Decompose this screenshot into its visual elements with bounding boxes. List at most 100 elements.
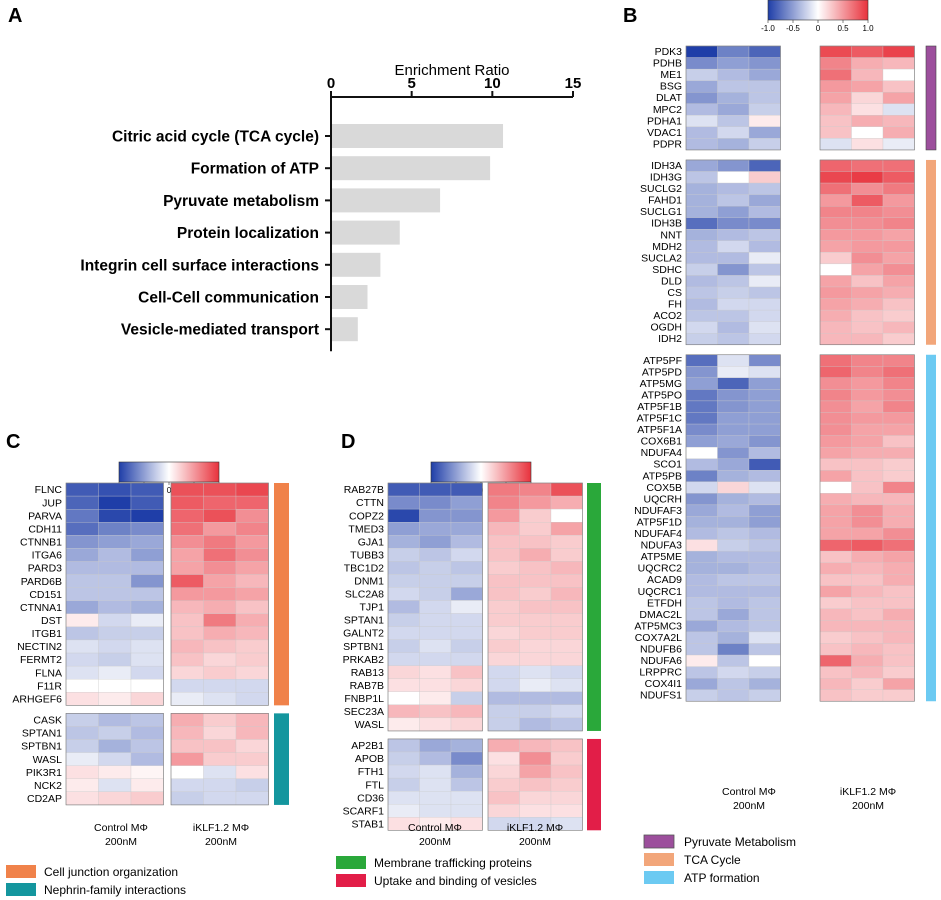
heatmap-cell [450, 738, 483, 753]
heatmap-cell [882, 643, 915, 656]
legend-swatch-tca [644, 853, 674, 866]
heatmap-cell [487, 613, 520, 627]
heatmap-cell [387, 804, 420, 818]
heatmap-cell [170, 679, 204, 693]
heatmap-cell [387, 764, 420, 779]
heatmap-cell [65, 652, 99, 667]
heatmap-cell [851, 412, 884, 425]
heatmap-cell [717, 92, 750, 104]
gene-label: IDH2 [658, 333, 682, 345]
bar [332, 285, 368, 309]
heatmap-cell [882, 423, 915, 436]
heatmap-cell [819, 138, 852, 151]
heatmap-cell [685, 481, 718, 494]
heatmap-cell [203, 522, 237, 536]
gene-label: APOB [355, 753, 384, 765]
condition-dose-control-d: 200nM [419, 836, 451, 848]
heatmap-cell [748, 412, 781, 425]
heatmap-cell [851, 45, 884, 58]
heatmap-cell [519, 704, 552, 719]
heatmap-cell [130, 482, 164, 497]
heatmap-cell [717, 103, 750, 116]
heatmap-cell [130, 626, 164, 641]
panel-label-d: D [341, 431, 355, 453]
heatmap-cell [851, 493, 884, 506]
heatmap-cell [882, 654, 915, 667]
heatmap-cell [882, 138, 915, 151]
heatmap-cell [387, 600, 420, 614]
heatmap-cell [819, 115, 852, 128]
heatmap-cell [819, 608, 852, 621]
heatmap-cell [387, 482, 420, 497]
heatmap-cell [487, 574, 520, 588]
gene-label: COX5B [646, 482, 682, 494]
heatmap-cell [450, 613, 483, 627]
heatmap-cell [65, 791, 99, 806]
heatmap-cell [819, 643, 852, 656]
category-label: Cell-Cell communication [138, 290, 319, 307]
heatmap-cell [550, 804, 583, 818]
heatmap-cell [65, 548, 99, 562]
heatmap-cell [235, 535, 269, 549]
heatmap-cell [748, 597, 781, 609]
heatmap-cell [550, 561, 583, 575]
heatmap-cell [748, 45, 781, 58]
colorbar-tick-label: 0.5 [837, 24, 849, 33]
gene-label: ATP5F1B [637, 401, 682, 413]
heatmap-cell [98, 739, 132, 753]
heatmap-cell [550, 626, 583, 640]
gene-label: NDUFA4 [641, 447, 683, 459]
heatmap-cell [419, 751, 452, 766]
heatmap-cell [717, 354, 750, 367]
heatmap-block [819, 45, 915, 151]
heatmap-cell [65, 613, 99, 628]
colorbar-gradient [767, 0, 869, 21]
heatmap-cell [450, 535, 483, 549]
heatmap-cell [851, 608, 884, 621]
heatmap-cell [685, 470, 718, 482]
heatmap-cell [819, 263, 852, 276]
colorbar-tick-label: 0 [167, 486, 172, 495]
heatmap-cell [717, 654, 750, 667]
heatmap-cell [717, 126, 750, 139]
heatmap-cell [450, 482, 483, 497]
gene-label: ETFDH [647, 597, 682, 609]
heatmap-cell [851, 57, 884, 70]
gene-label: FTL [365, 779, 384, 791]
heatmap-cell [387, 574, 420, 588]
heatmap-cell [130, 791, 164, 806]
heatmap-cell [748, 470, 781, 482]
gene-label: CTNNA1 [20, 602, 62, 614]
gene-label: UQCRC2 [638, 563, 682, 575]
heatmap-cell [130, 587, 164, 601]
heatmap-cell [685, 597, 718, 609]
heatmap-cell [98, 613, 132, 628]
gene-label: FH [668, 299, 682, 311]
heatmap-cell [851, 574, 884, 586]
heatmap-cell [851, 252, 884, 265]
heatmap-cell [130, 679, 164, 693]
heatmap-cell [882, 115, 915, 128]
heatmap-cell [851, 539, 884, 552]
heatmap-cell [387, 613, 420, 627]
heatmap-cell [550, 639, 583, 653]
heatmap-cell [450, 665, 483, 679]
heatmap-cell [851, 585, 884, 598]
heatmap-cell [851, 354, 884, 367]
heatmap-cell [203, 574, 237, 588]
gene-label: IDH3G [650, 172, 682, 184]
heatmap-cell [419, 665, 452, 679]
heatmap-cell [882, 689, 915, 702]
heatmap-cell [819, 126, 852, 139]
heatmap-cell [387, 522, 420, 536]
heatmap-cell [882, 527, 915, 540]
heatmap-cell [487, 535, 520, 549]
heatmap-cell [851, 275, 884, 288]
heatmap-cell [98, 692, 132, 706]
heatmap-cell [130, 600, 164, 614]
bar [332, 188, 441, 213]
legend-d: Membrane trafficking proteins Uptake and… [336, 856, 537, 888]
heatmap-cell [717, 504, 750, 517]
heatmap-cell [450, 777, 483, 792]
heatmap-cell [203, 665, 237, 680]
